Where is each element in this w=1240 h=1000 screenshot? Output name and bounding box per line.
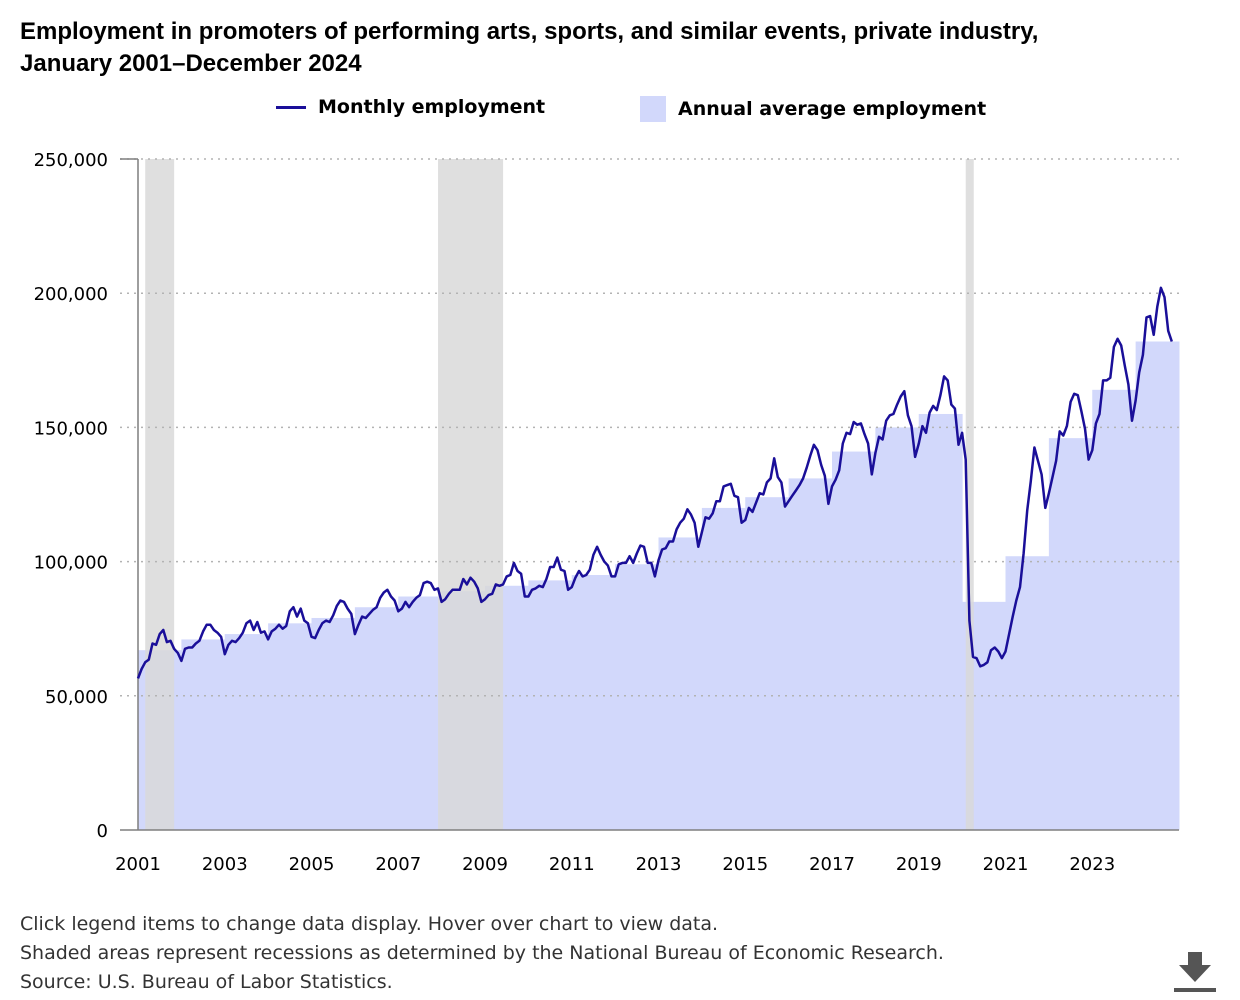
annual-average-bar-2016	[788, 478, 833, 830]
chart-footer: Click legend items to change data displa…	[20, 910, 944, 997]
download-icon[interactable]	[1172, 950, 1218, 994]
legend-swatch-box	[640, 96, 666, 122]
annual-average-bar-2023	[1092, 389, 1137, 830]
annual-average-bar-2003	[224, 634, 269, 830]
chart-title: Employment in promoters of performing ar…	[20, 16, 1220, 80]
monthly-employment-line	[136, 286, 1173, 679]
chart-title-line-2: January 2001–December 2024	[20, 50, 362, 77]
recession-band-3	[965, 159, 974, 830]
recession-band-1	[145, 159, 175, 830]
y-tick-label-50000: 50,000	[45, 687, 108, 708]
y-tick-label-250000: 250,000	[34, 150, 108, 171]
annual-average-bar-2005	[311, 617, 356, 830]
annual-average-bar-2013	[658, 537, 703, 830]
annual-average-bar-2002	[181, 639, 226, 830]
annual-average-bar-2007	[398, 596, 443, 830]
annual-average-bar-2011	[571, 575, 616, 830]
legend-swatch-line	[276, 105, 306, 109]
y-tick-label-150000: 150,000	[34, 418, 108, 439]
legend-item-monthly-employment[interactable]: Monthly employment	[276, 96, 545, 118]
chart-title-line-1: Employment in promoters of performing ar…	[20, 18, 1039, 45]
annual-average-bar-2012	[615, 564, 659, 830]
legend-item-annual-average-employment[interactable]: Annual average employment	[640, 96, 986, 122]
annual-average-bar-2018	[875, 427, 920, 830]
y-tick-label-0: 0	[97, 821, 108, 842]
x-tick-label-2011: 2011	[549, 854, 595, 875]
y-tick-label-100000: 100,000	[34, 553, 108, 574]
x-tick-label-2017: 2017	[809, 854, 855, 875]
x-tick-label-2003: 2003	[202, 854, 248, 875]
annual-average-bar-2019	[918, 413, 963, 830]
annual-average-bar-2004	[268, 623, 312, 830]
annual-average-bar-2024	[1135, 341, 1180, 830]
x-tick-label-2021: 2021	[983, 854, 1029, 875]
legend-label-annual: Annual average employment	[678, 98, 987, 120]
footer-note-interaction: Click legend items to change data displa…	[20, 913, 719, 935]
footer-note-recession: Shaded areas represent recessions as det…	[20, 942, 944, 964]
annual-average-bar-2015	[745, 497, 790, 830]
legend-label-monthly: Monthly employment	[318, 96, 546, 118]
footer-source: Source: U.S. Bureau of Labor Statistics.	[20, 971, 393, 993]
annual-average-bar-2022	[1048, 438, 1093, 830]
chart-legend: Monthly employment Annual average employ…	[0, 96, 1240, 130]
annual-average-bar-2017	[832, 451, 876, 830]
x-tick-label-2019: 2019	[896, 854, 942, 875]
x-tick-label-2007: 2007	[375, 854, 421, 875]
annual-average-bar-2010	[528, 580, 573, 830]
x-tick-label-2001: 2001	[115, 854, 161, 875]
annual-average-bar-2006	[354, 607, 399, 830]
annual-average-bar-2021	[1005, 556, 1050, 830]
x-tick-label-2005: 2005	[289, 854, 335, 875]
x-tick-label-2015: 2015	[722, 854, 768, 875]
chart-plot[interactable]: 0 50,000 100,000 150,000 200,000 250,000 2001 2…	[0, 140, 1240, 880]
x-tick-label-2023: 2023	[1069, 854, 1115, 875]
recession-band-2	[438, 159, 504, 830]
x-tick-label-2009: 2009	[462, 854, 508, 875]
y-tick-label-200000: 200,000	[34, 284, 108, 305]
annual-average-bar-2014	[701, 507, 746, 830]
x-tick-label-2013: 2013	[636, 854, 682, 875]
